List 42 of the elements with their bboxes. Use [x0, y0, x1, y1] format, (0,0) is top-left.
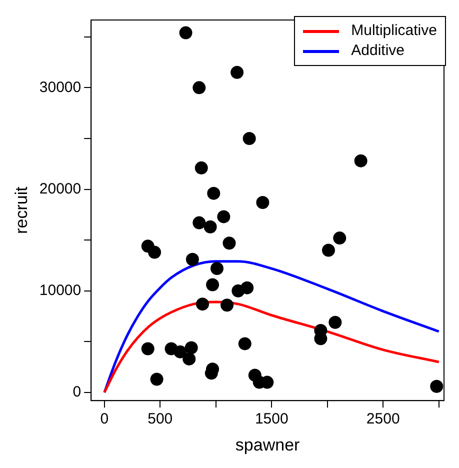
point — [148, 246, 162, 259]
y-tick-label: 20000 — [39, 180, 82, 198]
point — [186, 252, 199, 266]
line-series — [103, 300, 440, 394]
y-axis-title: recruit — [12, 186, 31, 234]
point — [322, 244, 335, 257]
point — [242, 132, 256, 145]
y-tick-label: 0 — [72, 384, 82, 401]
point — [217, 210, 230, 224]
point — [150, 372, 164, 386]
x-tick-label: 2500 — [366, 410, 400, 428]
x-tick-label: 0 — [100, 410, 109, 428]
point — [174, 345, 187, 358]
point — [141, 342, 154, 356]
point — [222, 236, 236, 250]
point — [328, 316, 342, 329]
legend-label: Multiplicative — [351, 21, 437, 41]
point — [240, 281, 254, 294]
point — [220, 298, 234, 312]
point — [192, 81, 206, 94]
x-tick-label: 1500 — [254, 410, 288, 428]
x-axis-title: spawner — [235, 435, 300, 454]
y-tick-label: 30000 — [39, 78, 82, 96]
legend-label: Additive — [351, 41, 404, 61]
point — [256, 196, 270, 209]
point — [207, 186, 220, 200]
point — [196, 298, 209, 311]
point — [204, 220, 217, 234]
x-tick-label: 500 — [148, 410, 173, 428]
point — [182, 352, 196, 366]
point — [179, 26, 192, 40]
y-tick-label: 10000 — [39, 282, 82, 300]
point — [210, 262, 224, 276]
point — [206, 278, 220, 292]
point — [238, 337, 252, 350]
point — [230, 66, 244, 79]
point — [192, 216, 206, 230]
point — [184, 341, 198, 354]
point — [430, 380, 444, 393]
point — [333, 232, 346, 245]
point — [354, 154, 368, 168]
point — [194, 161, 208, 174]
